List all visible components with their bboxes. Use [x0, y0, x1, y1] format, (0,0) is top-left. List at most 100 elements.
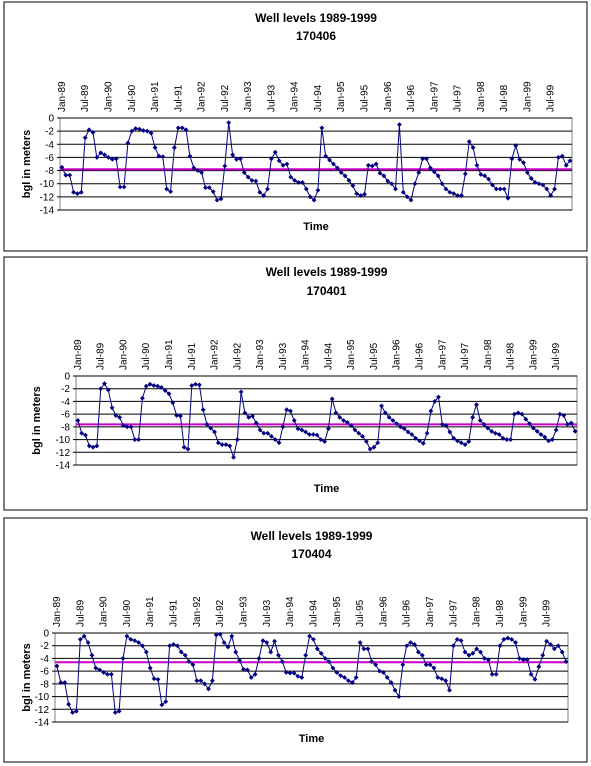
data-point — [501, 636, 507, 642]
data-point — [105, 671, 110, 677]
data-point — [565, 421, 570, 427]
x-tick-label: Jan-99 — [522, 81, 533, 112]
data-point — [171, 642, 176, 647]
data-point — [466, 139, 472, 145]
y-tick-label: -12 — [56, 448, 71, 459]
data-point — [78, 189, 84, 195]
data-point — [524, 170, 530, 175]
data-point — [264, 640, 270, 645]
data-point — [424, 156, 429, 162]
data-point — [392, 687, 398, 693]
data-point — [318, 437, 324, 442]
data-point — [124, 633, 130, 639]
data-point — [333, 410, 339, 416]
data-point — [466, 652, 472, 658]
data-point — [375, 440, 381, 446]
data-point — [190, 662, 196, 668]
y-tick-label: -2 — [40, 641, 49, 652]
data-point — [451, 191, 457, 196]
data-point — [415, 649, 421, 655]
data-point — [548, 642, 553, 647]
data-point — [272, 638, 277, 644]
data-point — [133, 126, 139, 131]
data-point — [261, 193, 267, 198]
data-point — [367, 446, 373, 452]
data-point — [193, 381, 198, 387]
x-tick-label: Jul-90 — [127, 84, 138, 112]
data-point — [307, 432, 312, 437]
data-point — [218, 196, 224, 202]
data-point — [459, 193, 464, 198]
data-point — [443, 678, 448, 684]
data-point — [280, 424, 286, 430]
data-point — [244, 667, 250, 673]
x-tick-label: Jul-94 — [313, 84, 324, 112]
data-point — [485, 425, 491, 431]
data-point — [196, 382, 202, 388]
data-point — [412, 181, 418, 187]
x-tick-label: Jan-99 — [528, 339, 539, 370]
data-point — [210, 189, 216, 194]
x-tick-label: Jul-92 — [220, 84, 231, 112]
data-point — [420, 440, 426, 446]
data-point — [338, 673, 344, 678]
data-point — [432, 399, 438, 404]
data-point — [109, 405, 115, 411]
data-point — [136, 437, 142, 442]
data-point — [360, 433, 365, 439]
data-point — [417, 438, 422, 444]
data-point — [102, 381, 107, 387]
data-point — [89, 652, 95, 658]
data-point — [268, 156, 274, 162]
data-point — [524, 657, 530, 663]
data-point — [215, 440, 221, 446]
data-point — [466, 439, 472, 444]
x-tick-label: Jul-96 — [402, 599, 413, 627]
data-point — [393, 186, 398, 192]
x-tick-label: Jan-89 — [73, 339, 84, 370]
data-point — [517, 656, 522, 661]
x-tick-label: Jul-95 — [359, 84, 370, 112]
data-point — [199, 170, 204, 175]
x-tick-label: Jan-92 — [197, 81, 208, 112]
y-tick-label: -6 — [45, 153, 54, 164]
data-point — [493, 186, 499, 192]
data-point — [493, 671, 499, 677]
data-point — [486, 176, 492, 182]
data-point — [369, 163, 375, 169]
data-point — [398, 424, 403, 430]
data-point — [303, 186, 309, 192]
data-point — [158, 385, 164, 390]
data-point — [542, 434, 548, 440]
data-point — [287, 670, 293, 676]
data-point — [523, 416, 529, 422]
data-point — [226, 120, 232, 125]
data-point — [381, 173, 387, 179]
data-point — [185, 446, 191, 452]
data-point — [536, 664, 542, 670]
data-point — [314, 432, 320, 438]
data-point — [478, 649, 483, 655]
data-point — [70, 710, 75, 715]
data-point — [496, 432, 502, 437]
data-point — [431, 169, 437, 175]
data-point — [186, 659, 192, 665]
data-point — [361, 646, 367, 652]
data-point — [431, 665, 437, 671]
data-point — [238, 389, 244, 395]
data-point — [234, 157, 239, 162]
data-point — [101, 670, 106, 675]
data-point — [390, 418, 396, 423]
data-point — [474, 402, 479, 408]
data-point — [222, 163, 228, 169]
data-point — [509, 156, 515, 162]
data-point — [250, 413, 255, 419]
x-tick-label: Jul-94 — [323, 342, 334, 370]
data-point — [132, 437, 138, 442]
data-point — [505, 635, 511, 641]
y-tick-label: -10 — [35, 692, 50, 703]
data-point — [563, 162, 569, 168]
data-point — [508, 437, 513, 442]
data-point — [233, 649, 239, 655]
data-point — [94, 443, 100, 449]
